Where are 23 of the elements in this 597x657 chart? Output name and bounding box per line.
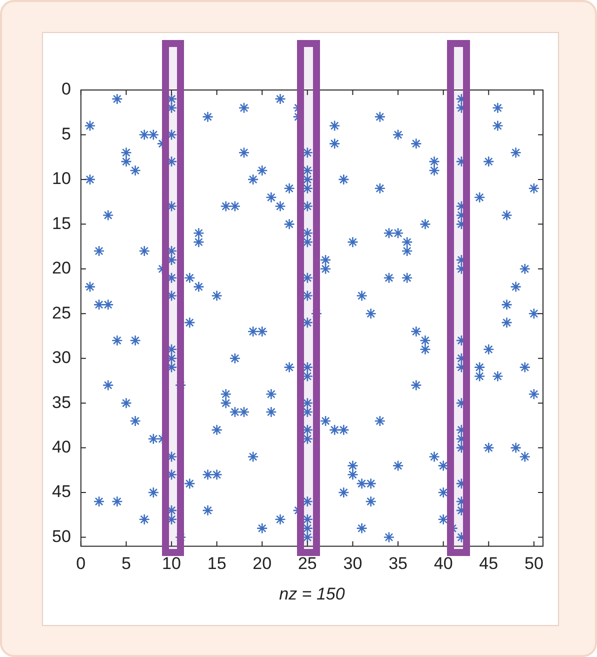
y-tick-label: 35: [52, 392, 71, 412]
x-tick-label: 20: [252, 554, 272, 574]
x-tick-label: 45: [479, 554, 498, 574]
y-tick-label: 15: [52, 214, 71, 233]
y-tick-label: 45: [52, 482, 71, 502]
y-tick-label: 10: [52, 169, 71, 188]
y-tick-label: 30: [52, 348, 71, 368]
x-tick-label: 5: [121, 554, 131, 574]
x-tick-label: 40: [434, 554, 453, 574]
y-tick-label: 25: [52, 303, 71, 322]
y-tick-label: 20: [52, 258, 71, 278]
x-tick-label: 30: [343, 554, 362, 574]
x-tick-label: 35: [388, 554, 408, 574]
y-tick-label: 5: [61, 124, 71, 144]
x-tick-label: 50: [524, 554, 544, 574]
x-tick-label: 0: [76, 554, 86, 574]
x-tick-label: 15: [207, 554, 226, 574]
x-tick-label: 25: [298, 554, 317, 574]
y-tick-label: 40: [52, 437, 71, 456]
x-axis-title: nz = 150: [279, 584, 346, 604]
y-tick-label: 50: [52, 526, 71, 546]
x-tick-label: 10: [162, 554, 181, 574]
y-tick-label: 0: [61, 80, 71, 99]
